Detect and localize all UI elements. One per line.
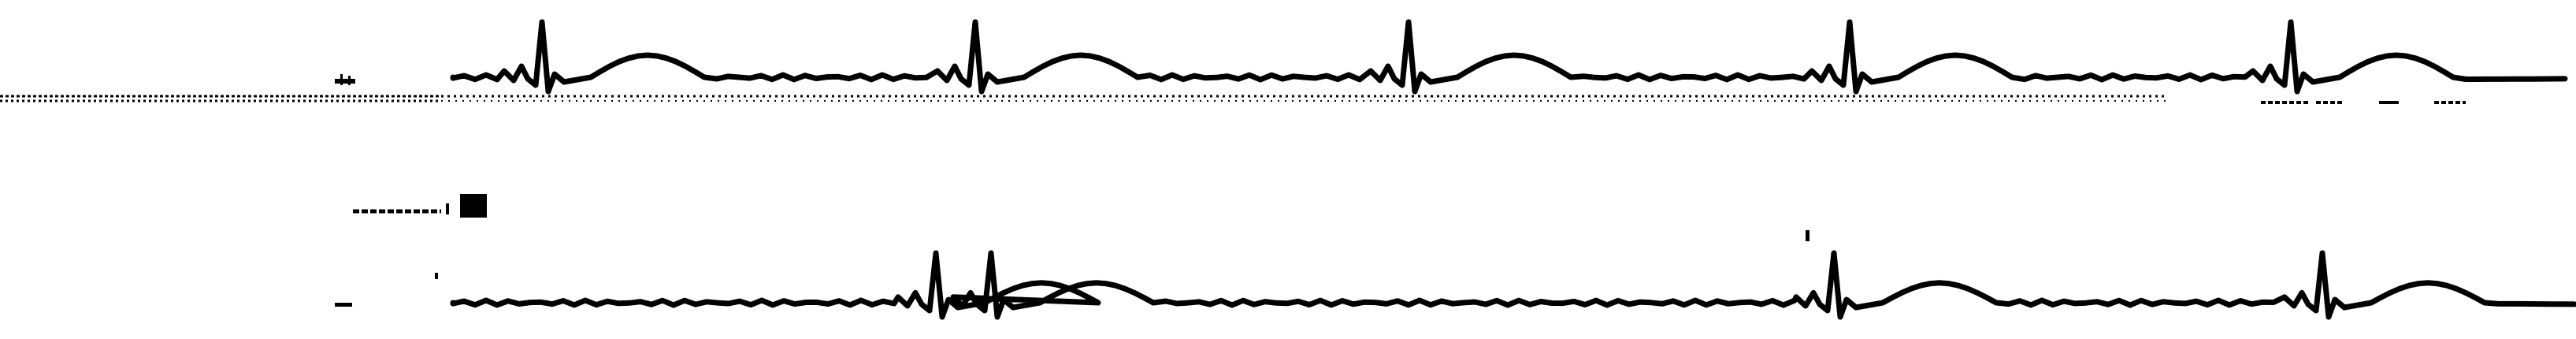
ecg-trace-upper [450,19,2568,95]
lower-start-artifact [335,273,438,307]
ecg-trace-lower [450,250,2576,320]
upper-start-artifact [335,74,355,85]
filled-square-marker-icon [460,194,487,218]
upper-leading-baseline [0,95,441,102]
upper-dotted-gridline [441,95,2166,102]
calibration-marker [353,194,487,218]
isolated-dot-mark [1806,230,1810,241]
